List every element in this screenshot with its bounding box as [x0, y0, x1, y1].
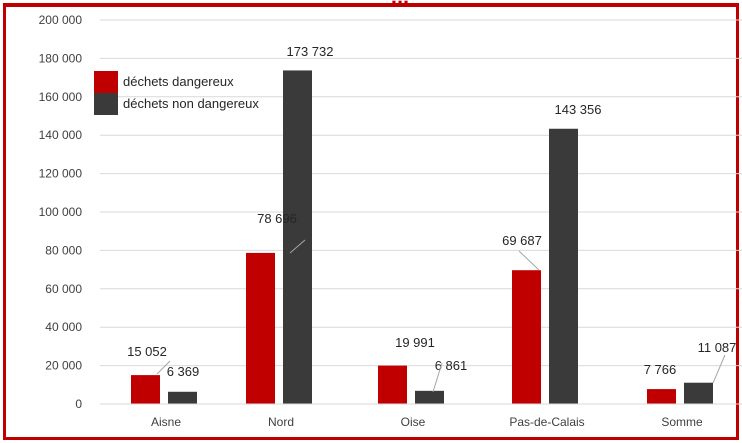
y-tick-label: 100 000 — [39, 205, 83, 219]
bar-dangerous-oise — [378, 365, 407, 404]
data-label: 11 087 — [698, 340, 737, 355]
data-label: 19 991 — [395, 335, 435, 350]
data-labels: 15 052 78 696 19 991 69 687 7 766 6 369 173 73… — [127, 44, 737, 393]
data-label: 173 732 — [287, 44, 334, 59]
data-label: 6 861 — [435, 358, 468, 373]
data-label: 15 052 — [127, 344, 167, 359]
legend-label: déchets non dangereux — [123, 96, 259, 111]
legend-swatch — [94, 71, 118, 93]
y-tick-label: 80 000 — [45, 243, 82, 257]
data-label: 7 766 — [644, 362, 677, 377]
y-tick-label: 180 000 — [39, 51, 83, 65]
bar-dangerous-pas-de-calais — [512, 270, 541, 404]
x-axis: Aisne Nord Oise Pas-de-Calais Somme — [100, 403, 742, 429]
y-tick-label: 160 000 — [39, 90, 83, 104]
legend: déchets dangereux déchets non dangereux — [94, 71, 259, 115]
bar-non-dangerous-pas-de-calais — [549, 128, 578, 405]
data-label: 69 687 — [502, 233, 542, 248]
leader-line — [289, 239, 306, 254]
y-tick-label: 20 000 — [45, 359, 82, 373]
bar-non-dangerous-aisne — [168, 391, 197, 404]
x-tick-label: Nord — [268, 415, 294, 429]
data-label: 6 369 — [167, 364, 200, 379]
x-tick-label: Somme — [661, 415, 703, 429]
leader-line — [432, 362, 443, 393]
data-label: 143 356 — [555, 102, 602, 117]
y-tick-label: 200 000 — [39, 13, 83, 27]
leader-line — [156, 360, 171, 375]
y-tick-label: 40 000 — [45, 320, 82, 334]
leader-line — [518, 250, 540, 271]
bar-non-dangerous-somme — [684, 382, 713, 404]
x-tick-label: Pas-de-Calais — [509, 415, 584, 429]
bar-non-dangerous-oise — [415, 390, 444, 404]
x-tick-label: Aisne — [151, 415, 181, 429]
y-tick-label: 120 000 — [39, 167, 83, 181]
bar-non-dangerous-nord — [283, 70, 312, 404]
bars — [131, 70, 713, 405]
leader-line — [712, 354, 726, 384]
legend-swatch — [94, 93, 118, 115]
data-label: 78 696 — [257, 211, 297, 226]
bar-dangerous-nord — [246, 252, 275, 404]
bar-dangerous-somme — [647, 389, 676, 404]
y-tick-label: 140 000 — [39, 128, 83, 142]
y-tick-label: 60 000 — [45, 282, 82, 296]
y-axis: 0 20 000 40 000 60 000 80 000 100 000 120 000 1… — [39, 13, 83, 411]
bar-dangerous-aisne — [131, 375, 160, 404]
chart-title: ... — [300, 0, 500, 12]
legend-label: déchets dangereux — [123, 74, 234, 89]
x-tick-label: Oise — [401, 415, 426, 429]
y-tick-label: 0 — [75, 397, 82, 411]
chart-frame — [3, 3, 739, 440]
